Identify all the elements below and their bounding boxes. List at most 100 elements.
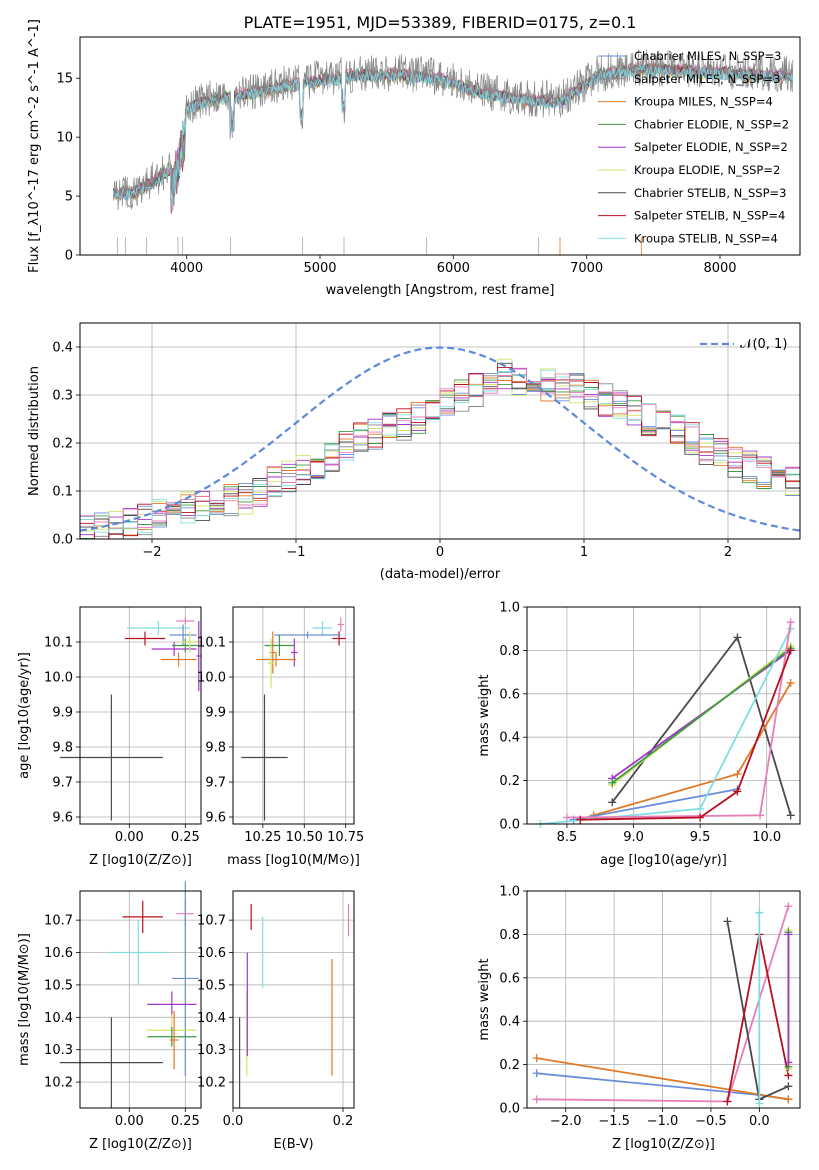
y-axis-label: Normed distribution [27,366,42,496]
axes-frame [79,890,202,1109]
axes-frame [79,36,801,256]
point-marker [733,787,742,796]
point-marker [696,813,705,822]
x-tick-label: 10.75 [327,830,364,845]
x-axis-label: (data-model)/error [380,567,501,582]
point-marker [723,1097,732,1106]
series-line [580,650,792,821]
point-marker [755,908,764,917]
axes-frame [526,606,801,825]
legend-label: Salpeter STELIB, N_SSP=4 [634,209,785,223]
point-marker [576,815,585,824]
x-tick-label: −0.5 [695,1114,727,1129]
y-tick-label: 9.8 [52,741,73,756]
age-vs-metallicity-panel: 0.00 0.25 9.6 9.7 9.8 9.9 10.0 10.1 Z [log10(Z/Z… [17,606,202,868]
x-axis-label: wavelength [Angstrom, rest frame] [326,283,555,298]
x-tick-label: 8.5 [557,830,578,845]
y-tick-label: 10.0 [44,671,73,686]
y-tick-label: 0.2 [499,1058,520,1073]
y-tick-label: 10.6 [197,946,226,961]
y-axis-label: mass [log10(M/M⊙)] [17,933,32,1066]
legend-label: Kroupa MILES, N_SSP=4 [634,95,773,109]
point-marker [532,1069,541,1078]
x-axis-label: E(B-V) [273,1137,313,1152]
series-line [611,647,792,784]
figure-title: PLATE=1951, MJD=53389, FIBERID=0175, z=0… [244,13,637,32]
x-tick-label: 10.0 [752,830,781,845]
point-marker [532,1054,541,1063]
mass-vs-metallicity-panel: 0.00 0.25 10.2 10.3 10.4 10.5 10.6 10.7 Z [log10… [17,881,202,1152]
y-tick-label: 15 [56,72,73,87]
spectrum-line [112,63,794,213]
x-tick-label: 9.0 [623,830,644,845]
y-tick-label: 10.1 [44,636,73,651]
series-line [566,622,792,819]
y-tick-label: 9.6 [205,811,226,826]
axes-frame [79,606,202,825]
y-tick-label: 0.2 [52,437,73,452]
histogram-series [79,368,800,539]
y-tick-label: 1.0 [499,885,520,900]
y-tick-label: 0.6 [499,971,520,986]
y-tick-label: 10.2 [197,1076,226,1091]
x-tick-label: −2 [142,545,161,560]
axes-frame [526,890,801,1109]
y-tick-label: 10.2 [44,1076,73,1091]
point-marker [784,930,793,939]
y-tick-label: 10.3 [197,1043,226,1058]
legend-label: Chabrier STELIB, N_SSP=3 [634,186,786,200]
series-line [536,1057,789,1101]
x-tick-label: −2.0 [550,1114,582,1129]
y-tick-label: 10.1 [197,636,226,651]
x-tick-label: 0.00 [115,1114,144,1129]
y-tick-label: 9.9 [205,706,226,721]
point-marker [755,1099,764,1108]
y-tick-label: 0.8 [499,928,520,943]
point-marker [784,1058,793,1067]
legend-label: Kroupa ELODIE, N_SSP=2 [634,163,780,177]
x-axis-label: Z [log10(Z/Z⊙)] [89,853,192,868]
y-tick-label: 9.7 [52,776,73,791]
y-tick-label: 0.4 [52,341,73,356]
x-tick-label: −1 [286,545,305,560]
y-tick-label: 10.5 [44,978,73,993]
legend-label: Kroupa STELIB, N_SSP=4 [634,231,778,245]
y-tick-label: 0.0 [52,533,73,548]
point-marker [786,618,795,627]
y-tick-label: 0.4 [499,1015,520,1030]
axes-frame [232,890,355,1109]
point-marker [562,813,571,822]
x-tick-label: 5000 [303,261,336,276]
y-tick-label: 1.0 [499,601,520,616]
y-tick-label: 0.8 [499,644,520,659]
y-axis-label: Flux [f_λ10^-17 erg cm^-2 s^-1 A^-1] [27,19,42,273]
x-tick-label: 10.25 [244,830,281,845]
y-tick-label: 0.2 [499,774,520,789]
mass-weight-vs-metallicity-panel: −2.0 −1.5 −1.0 −0.5 0.0 0.0 0.2 0.4 0.6 0.8 1.0 Z [… [477,885,801,1152]
y-tick-label: 10.6 [44,946,73,961]
axes-frame [232,606,355,825]
y-tick-label: 10.7 [197,914,226,929]
y-tick-label: 5 [65,190,73,205]
mass-weight-vs-age-panel: 8.5 9.0 9.5 10.0 0.0 0.2 0.4 0.6 0.8 1.0 age [log1… [477,601,801,868]
x-tick-label: 6000 [437,261,470,276]
y-tick-label: 10.5 [197,978,226,993]
point-marker [733,633,742,642]
legend-label: Chabrier MILES, N_SSP=3 [634,49,781,63]
point-marker [786,646,795,655]
y-tick-label: 9.9 [52,706,73,721]
y-tick-label: 10.4 [44,1011,73,1026]
x-axis-label: Z [log10(Z/Z⊙)] [89,1137,192,1152]
y-axis-label: mass weight [477,674,492,756]
y-tick-label: 10.0 [197,671,226,686]
y-tick-label: 10.3 [44,1043,73,1058]
x-axis-label: mass [log10(M/M⊙)] [227,853,360,868]
x-tick-label: 0.00 [115,830,144,845]
legend-label: Salpeter ELODIE, N_SSP=2 [634,140,788,154]
residual-histogram-panel: −2 −1 0 1 2 0.0 0.1 0.2 0.3 0.4 𝒩(0, 1) (data-model… [27,322,801,582]
age-vs-mass-panel: 10.25 10.50 10.75 9.6 9.7 9.8 9.9 10.0 10.1 mass … [197,606,364,868]
point-marker [784,1082,793,1091]
x-tick-label: 0.0 [749,1114,770,1129]
point-marker [696,804,705,813]
